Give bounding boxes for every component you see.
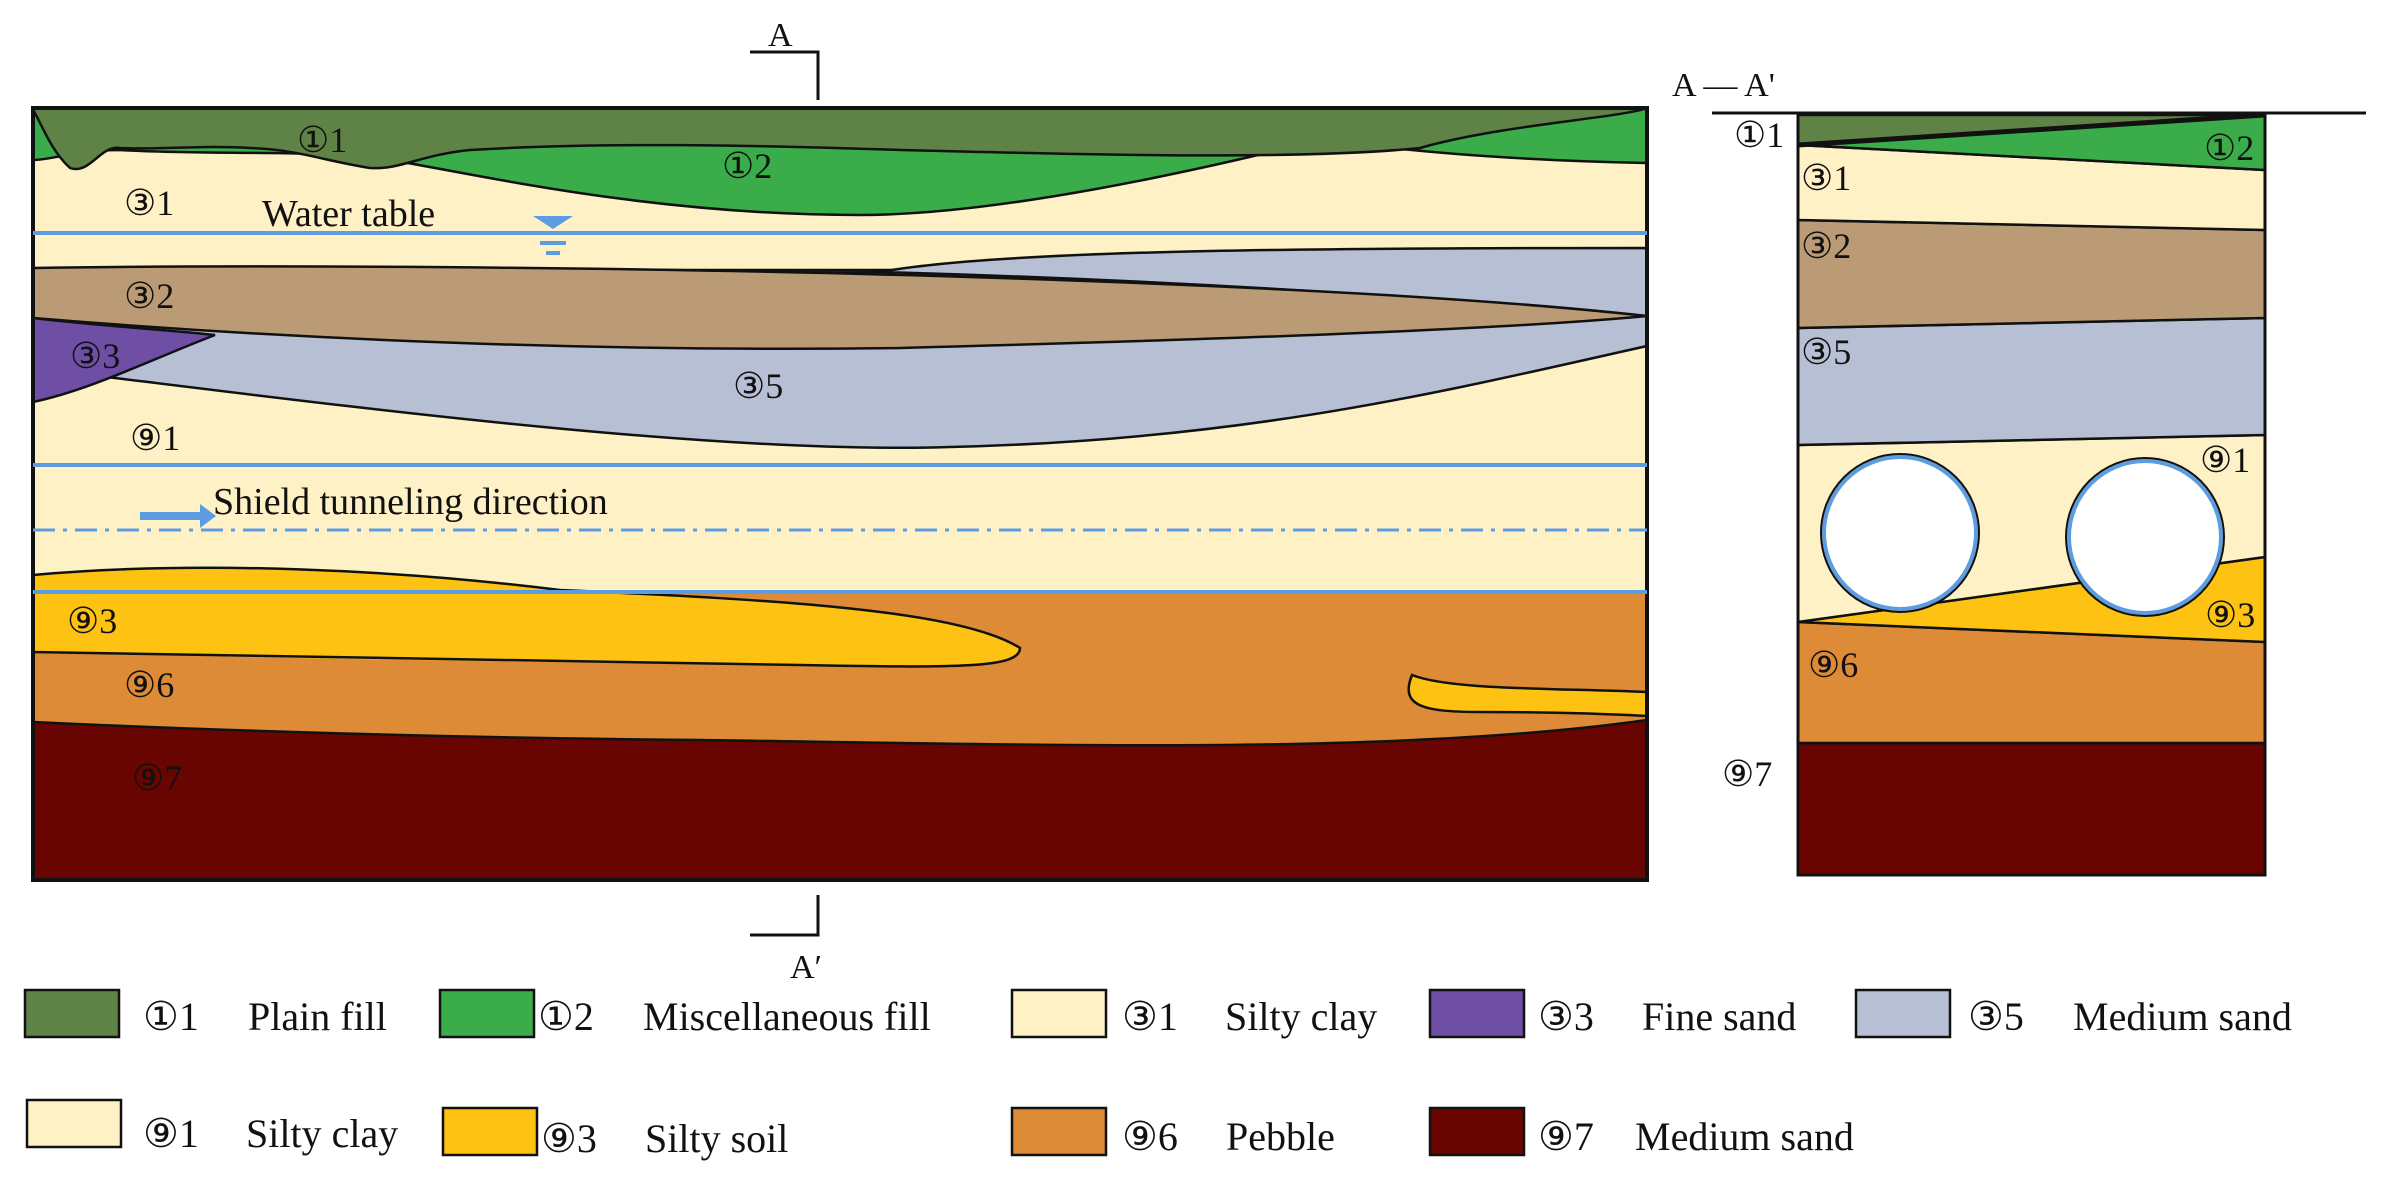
legend: ①1 Plain fill ①2 Miscellaneous fill ③1 S… — [23, 988, 2292, 1161]
legend-code-1-1: ①1 — [143, 994, 199, 1039]
xs-label-3-5: ③5 — [1801, 332, 1851, 372]
legend-swatch-1-2 — [438, 988, 536, 1039]
xs-fill-3-5 — [1796, 316, 2267, 447]
legend-code-1-2: ①2 — [538, 994, 594, 1039]
label-3-2: ③2 — [124, 276, 174, 316]
xs-fill-1-boundary — [1797, 112, 2266, 148]
legend-name-3-3: Fine sand — [1642, 994, 1796, 1039]
longitudinal-profile: A A′ ①1 ①2 ③1 Water table ③2 ③3 ③5 ⑨1 Sh… — [31, 17, 1649, 986]
legend-swatch-3-1 — [1010, 988, 1108, 1039]
label-3-3: ③3 — [70, 336, 120, 376]
legend-code-3-3: ③3 — [1538, 994, 1594, 1039]
legend-name-1-2: Miscellaneous fill — [643, 994, 931, 1039]
xs-fill-9-7 — [1796, 741, 2267, 877]
legend-name-9-3: Silty soil — [645, 1116, 788, 1161]
profile-frame — [31, 106, 1649, 882]
legend-swatch-3-3 — [1428, 988, 1526, 1039]
tunnel-left — [1822, 455, 1978, 611]
xs-frame — [1796, 111, 2267, 877]
water-table-symbol-icon — [533, 216, 573, 229]
layer-fill-9-3-right — [1407, 673, 1649, 718]
xs-label-9-7: ⑨7 — [1722, 754, 1772, 794]
legend-code-9-7: ⑨7 — [1538, 1114, 1594, 1159]
cross-section: A — A' ①1 ①2 ③1 ③2 ③5 ⑨1 ⑨3 ⑨6 ⑨7 — [1672, 67, 2366, 877]
legend-name-3-5: Medium sand — [2073, 994, 2292, 1039]
layer-fill-3-3 — [31, 316, 216, 404]
xs-label-3-1: ③1 — [1801, 158, 1851, 198]
xs-label-3-2: ③2 — [1801, 226, 1851, 266]
section-mark-top-label: A — [768, 17, 793, 54]
legend-code-9-6: ⑨6 — [1122, 1114, 1178, 1159]
legend-name-9-1: Silty clay — [246, 1111, 398, 1156]
label-3-1: ③1 — [124, 183, 174, 223]
label-1-2: ①2 — [722, 146, 772, 186]
xs-label-1-2: ①2 — [2204, 128, 2254, 168]
legend-swatch-9-1 — [25, 1098, 123, 1149]
xs-label-9-1: ⑨1 — [2200, 440, 2250, 480]
legend-code-3-5: ③5 — [1968, 994, 2024, 1039]
tunnel-right — [2067, 459, 2223, 615]
legend-name-3-1: Silty clay — [1225, 994, 1377, 1039]
label-9-3: ⑨3 — [67, 601, 117, 641]
legend-swatch-9-6 — [1010, 1106, 1108, 1157]
legend-name-1-1: Plain fill — [248, 994, 387, 1039]
xs-label-1-1: ①1 — [1734, 115, 1784, 155]
legend-code-9-1: ⑨1 — [143, 1111, 199, 1156]
tunnel-right-outline — [2065, 457, 2225, 617]
legend-name-9-7: Medium sand — [1635, 1114, 1854, 1159]
cross-section-title: A — A' — [1672, 67, 1775, 104]
xs-fill-3-2 — [1796, 218, 2267, 330]
xs-label-9-3: ⑨3 — [2205, 595, 2255, 635]
legend-swatch-1-1 — [23, 988, 121, 1039]
label-9-7: ⑨7 — [132, 758, 182, 798]
legend-swatch-9-7 — [1428, 1106, 1526, 1157]
label-1-1: ①1 — [297, 120, 347, 160]
shield-direction-arrow-icon — [140, 504, 216, 528]
label-9-1: ⑨1 — [130, 418, 180, 458]
legend-code-9-3: ⑨3 — [541, 1116, 597, 1161]
section-mark-top — [750, 50, 820, 100]
legend-swatch-9-3 — [441, 1106, 539, 1157]
label-9-6: ⑨6 — [124, 665, 174, 705]
legend-swatch-3-5 — [1854, 988, 1952, 1039]
section-mark-bottom — [750, 895, 820, 937]
shield-direction-label: Shield tunneling direction — [213, 481, 608, 523]
water-table-label: Water table — [262, 193, 435, 235]
layer-fill-1-1 — [31, 106, 1648, 171]
legend-code-3-1: ③1 — [1122, 994, 1178, 1039]
tunnel-left-outline — [1820, 453, 1980, 613]
section-mark-bottom-label: A′ — [790, 949, 822, 986]
legend-name-9-6: Pebble — [1226, 1114, 1335, 1159]
xs-label-9-6: ⑨6 — [1808, 645, 1858, 685]
label-3-5: ③5 — [733, 366, 783, 406]
